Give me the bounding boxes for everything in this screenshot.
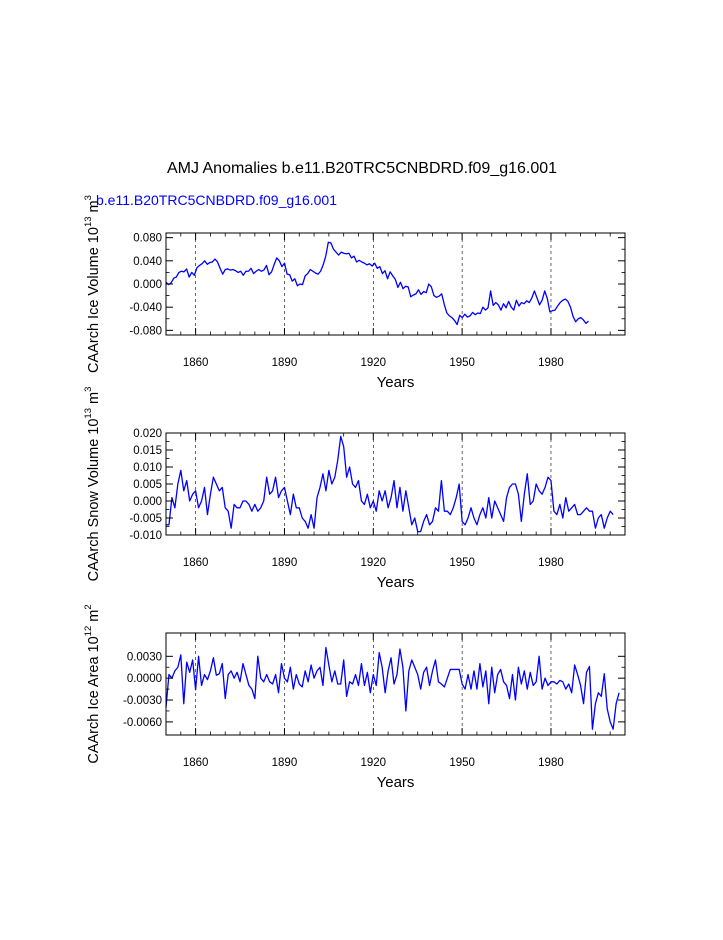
y-tick-label: -0.0060 [123, 717, 162, 729]
x-tick-label: 1950 [449, 757, 475, 769]
x-tick-label: 1890 [272, 757, 298, 769]
panel-3: 1860 1890 1920 1950 1980 0.0030 0.0000 -0.0030 -… [83, 604, 626, 791]
y-tick-label: 0.080 [133, 233, 162, 245]
x-tick-label: 1890 [272, 557, 298, 569]
x-tick-label: 1950 [449, 357, 475, 369]
y-tick-label: 0.040 [133, 256, 162, 268]
x-tick-label: 1890 [272, 357, 298, 369]
y-tick-label: 0.000 [133, 496, 162, 508]
y-tick-label: 0.0030 [127, 651, 162, 663]
plot-frame [165, 632, 626, 736]
y-axis-label: CAArch Ice Area 1012 m2 [83, 604, 102, 763]
legend-label: b.e11.B20TRC5CNBDRD.f09_g16.001 [96, 192, 337, 208]
series-line [165, 646, 620, 730]
x-tick-label: 1920 [360, 357, 386, 369]
series-line [165, 241, 589, 326]
y-tick-label: -0.010 [129, 530, 162, 542]
y-axis-label: CAArch Snow Volume 1013 m3 [83, 387, 102, 582]
series-line [166, 435, 614, 533]
x-tick-label: 1920 [360, 757, 386, 769]
x-axis-label: Years [377, 774, 415, 791]
y-tick-label: 0.010 [133, 462, 162, 474]
y-tick-label: 0.005 [133, 479, 162, 491]
x-tick-label: 1980 [538, 757, 564, 769]
y-tick-label: -0.005 [129, 513, 162, 525]
figure-title: AMJ Anomalies b.e11.B20TRC5CNBDRD.f09_g1… [167, 160, 557, 177]
x-tick-label: 1950 [449, 557, 475, 569]
x-tick-label: 1980 [538, 557, 564, 569]
x-tick-label: 1980 [538, 357, 564, 369]
x-tick-label: 1860 [183, 357, 209, 369]
x-tick-label: 1860 [183, 557, 209, 569]
y-tick-label: 0.0000 [127, 673, 162, 685]
x-tick-label: 1920 [360, 557, 386, 569]
y-tick-label: 0.015 [133, 445, 162, 457]
panels: 1860 1890 1920 1950 1980 0.080 0.040 0.000 -0.04… [83, 195, 626, 791]
y-tick-label: -0.040 [129, 302, 162, 314]
x-tick-label: 1860 [183, 757, 209, 769]
y-axis-label: CAArch Ice Volume 1013 m3 [83, 195, 102, 373]
y-tick-label: 0.020 [133, 428, 162, 440]
y-tick-label: 0.000 [133, 279, 162, 291]
x-axis-label: Years [377, 574, 415, 591]
y-tick-label: -0.0030 [123, 695, 162, 707]
panel-2: 1860 1890 1920 1950 1980 0.020 0.015 0.010 0.005… [83, 387, 626, 591]
panel-1: 1860 1890 1920 1950 1980 0.080 0.040 0.000 -0.04… [83, 195, 626, 391]
y-tick-label: -0.080 [129, 325, 162, 337]
x-axis-label: Years [377, 374, 415, 391]
